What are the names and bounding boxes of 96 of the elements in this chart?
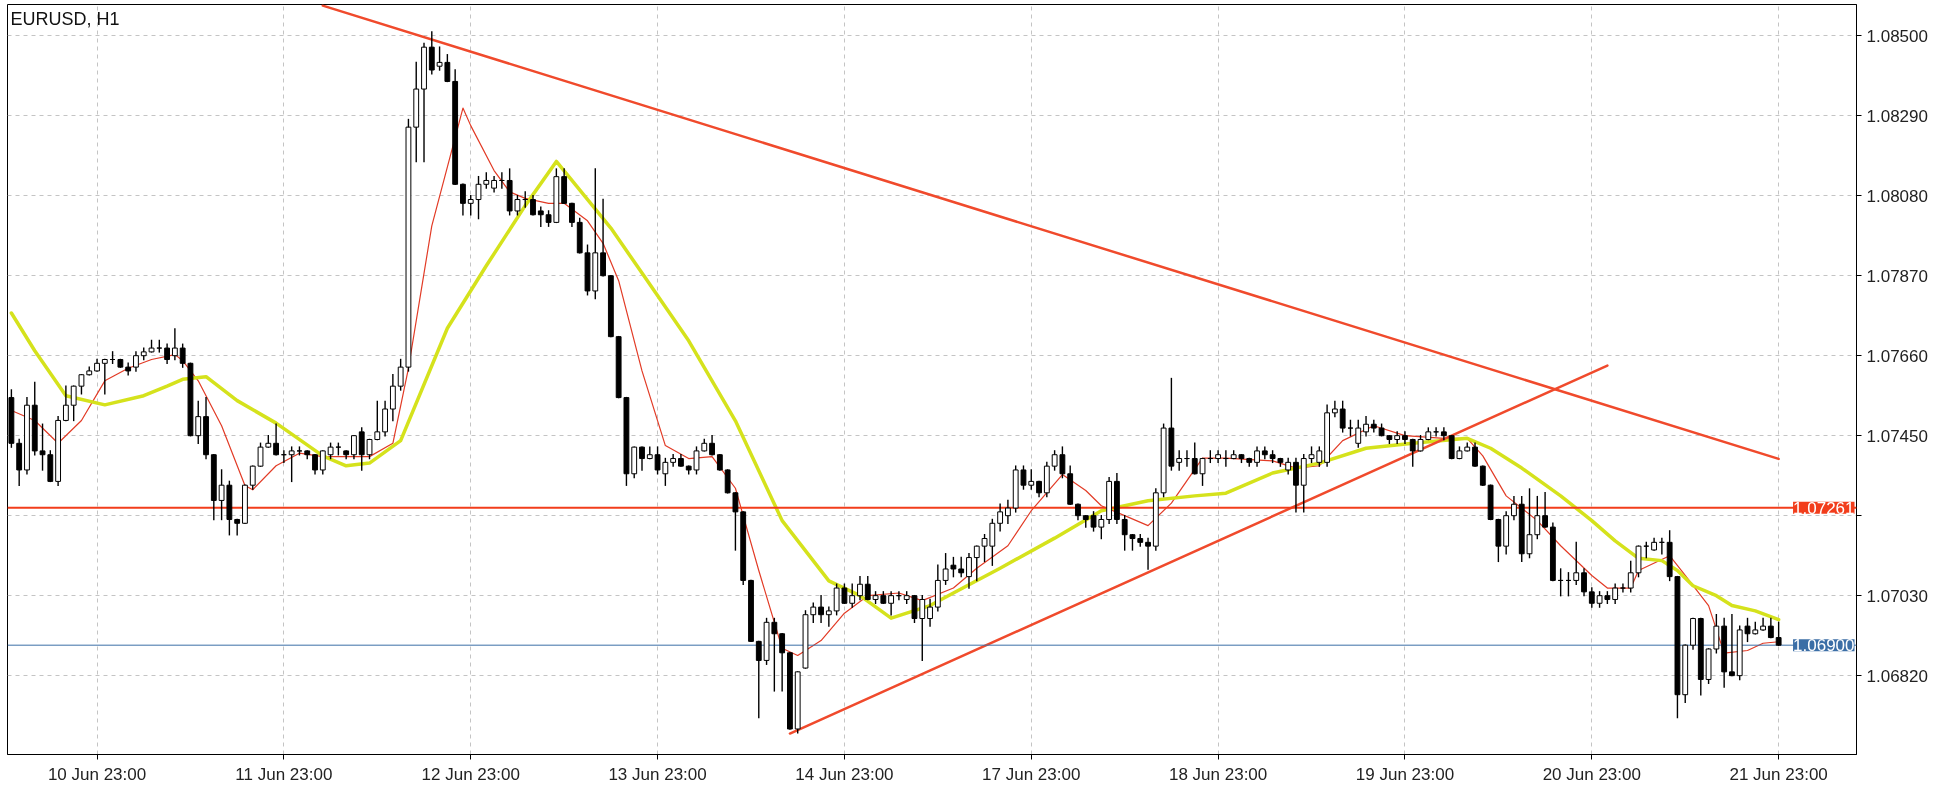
candlestick [1472, 442, 1478, 467]
candlestick [950, 556, 957, 578]
candlestick [958, 556, 965, 578]
candlestick [351, 434, 357, 460]
y-tick-label: 1.07030 [1866, 586, 1928, 606]
candlestick [1261, 446, 1268, 460]
candlestick [1339, 400, 1346, 433]
candlestick [1293, 457, 1299, 513]
x-tick-label: 19 Jun 23:00 [1355, 764, 1455, 784]
candlestick [639, 446, 645, 471]
candlestick [1511, 495, 1517, 521]
candlestick [164, 343, 171, 365]
y-tick-label: 1.07660 [1866, 346, 1928, 366]
candlestick [1729, 614, 1735, 677]
candlestick [818, 594, 824, 624]
candlestick [732, 492, 739, 551]
x-tick-label: 13 Jun 23:00 [608, 764, 707, 784]
candlestick [389, 374, 396, 422]
candlestick [779, 633, 786, 692]
candlestick [460, 183, 466, 216]
candlestick [1363, 415, 1369, 437]
candlestick [78, 374, 85, 395]
candlestick [825, 606, 832, 627]
x-tick-label: 10 Jun 23:00 [47, 764, 147, 784]
candlestick [537, 206, 544, 227]
candlestick [1254, 446, 1260, 467]
candlestick [857, 575, 863, 601]
candlestick [101, 358, 108, 395]
candlestick [382, 400, 388, 437]
x-tick-label: 17 Jun 23:00 [982, 764, 1081, 784]
x-tick-label: 20 Jun 23:00 [1542, 764, 1641, 784]
candlestick [1145, 537, 1151, 570]
candlestick [1534, 495, 1541, 540]
line-series [9, 159, 1781, 622]
candlestick [966, 553, 972, 589]
candlestick [1767, 617, 1774, 639]
candlestick [973, 545, 980, 582]
candlestick [397, 358, 404, 391]
candlestick [1331, 400, 1338, 418]
candlestick [1612, 583, 1619, 604]
candlestick [810, 602, 817, 624]
candlestick [171, 328, 178, 361]
candlestick [1402, 431, 1408, 444]
candlestick [234, 518, 241, 536]
candlestick [888, 591, 895, 616]
candlestick [670, 454, 677, 467]
candlestick [1775, 621, 1782, 646]
x-tick-label: 12 Jun 23:00 [421, 764, 520, 784]
candlestick [133, 351, 139, 372]
candlestick [1176, 450, 1183, 471]
candlestick [1394, 431, 1401, 444]
candlestick [1440, 427, 1447, 441]
candlestick [1433, 427, 1440, 437]
candlestick [70, 385, 77, 422]
candlestick [569, 202, 575, 227]
candlestick [724, 469, 731, 494]
ref-line-label: 1.07261 [1793, 498, 1855, 518]
y-tick-label: 1.08290 [1866, 106, 1928, 126]
candlestick [428, 31, 435, 75]
chart-title: EURUSD, H1 [10, 8, 120, 29]
y-tick-label: 1.06820 [1866, 666, 1928, 686]
candlestick [942, 553, 949, 585]
candlestick [1588, 587, 1595, 608]
candlestick [257, 442, 264, 467]
x-tick-label: 14 Jun 23:00 [795, 764, 894, 784]
ref-line-label: 1.06900 [1793, 636, 1855, 656]
y-tick-label: 1.08500 [1866, 26, 1928, 46]
candlestick [312, 454, 318, 475]
candlestick [1573, 541, 1580, 585]
candlestick [1121, 514, 1128, 551]
y-tick-label: 1.07450 [1866, 426, 1928, 446]
candlestick [249, 465, 256, 490]
candlestick [1713, 614, 1720, 654]
x-tick-label: 18 Jun 23:00 [1168, 764, 1268, 784]
candlestick [288, 446, 295, 483]
y-tick-label: 1.08080 [1866, 186, 1928, 206]
y-tick-label: 1.07870 [1866, 266, 1928, 286]
candlestick [1215, 450, 1222, 464]
candlestick [997, 503, 1004, 532]
candlestick [1370, 419, 1377, 433]
candlestick [319, 450, 326, 475]
candlestick [1542, 492, 1548, 528]
x-tick-label: 21 Jun 23:00 [1729, 764, 1828, 784]
candlestick [709, 434, 715, 456]
candlestick [600, 198, 606, 277]
candlestick [1355, 419, 1362, 448]
candlestick [1004, 499, 1011, 524]
candlestick [273, 423, 280, 456]
candlestick [530, 195, 536, 216]
candlestick [927, 598, 933, 627]
candlestick [1627, 560, 1634, 593]
candlestick [1479, 465, 1486, 486]
x-tick-label: 11 Jun 23:00 [235, 764, 333, 784]
candlestick [62, 385, 69, 422]
candlestick [849, 583, 856, 608]
candlestick [1581, 568, 1587, 597]
